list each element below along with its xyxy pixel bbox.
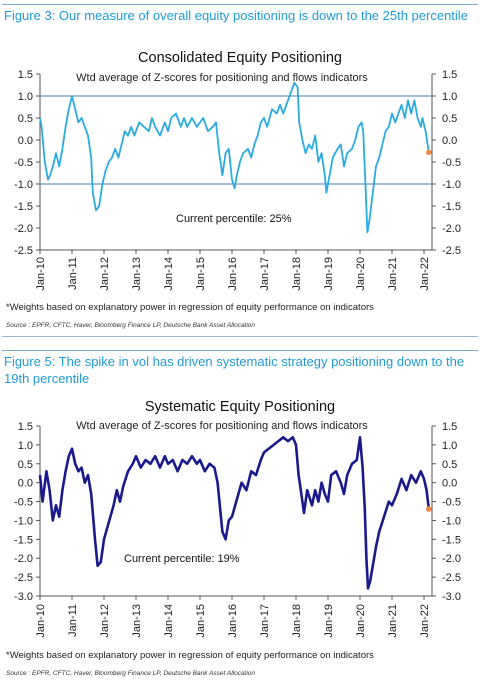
x-tick-label: Jan-16 [227,257,239,291]
top-rule [2,4,478,5]
x-tick-label: Jan-13 [131,257,143,291]
x-tick-label: Jan-21 [387,257,399,291]
y-tick-label-right: 1.5 [442,69,457,81]
y-tick-label-right: -1.5 [442,534,461,546]
y-tick-label-left: -2.0 [14,223,33,235]
percentile-annotation: Current percentile: 19% [124,553,240,565]
y-tick-label-right: -2.0 [442,223,461,235]
y-tick-label-right: 1.0 [442,440,457,452]
y-tick-label-left: -1.5 [14,201,33,213]
x-tick-label: Jan-22 [419,604,431,638]
y-tick-label-right: 0.5 [442,459,457,471]
y-tick-label-right: -2.5 [442,572,461,584]
systematic-positioning-chart: Systematic Equity Positioning Wtd average… [14,399,461,638]
y-tick-label-left: -0.5 [14,497,33,509]
x-tick-label: Jan-16 [227,604,239,638]
x-tick-label: Jan-18 [291,257,303,291]
y-tick-label-left: 1.0 [18,440,33,452]
figure-caption: Figure 5: The spike in vol has driven sy… [4,354,465,386]
x-tick-label: Jan-12 [99,604,111,638]
top-rule [2,350,478,351]
latest-point-marker [426,506,432,512]
y-tick-label-right: 1.0 [442,91,457,103]
y-tick-label-left: 0.0 [18,135,33,147]
percentile-annotation: Current percentile: 25% [176,213,292,225]
y-tick-label-left: 1.0 [18,91,33,103]
figure-5: Figure 5: The spike in vol has driven sy… [0,346,480,690]
y-tick-label-left: -2.5 [14,245,33,257]
x-tick-label: Jan-11 [67,257,79,290]
y-tick-label-right: 0.0 [442,478,457,490]
figure-caption: Figure 3: Our measure of overall equity … [4,8,468,23]
y-tick-label-right: -1.0 [442,515,461,527]
chart-subtitle: Wtd average of Z-scores for positioning … [76,72,368,84]
y-tick-label-left: -2.0 [14,553,33,565]
y-tick-label-left: -2.5 [14,572,33,584]
x-tick-label: Jan-17 [259,257,271,291]
series-line [39,81,430,234]
x-tick-label: Jan-17 [259,604,271,638]
y-tick-label-right: 0.0 [442,135,457,147]
x-tick-label: Jan-10 [35,604,47,638]
y-tick-label-right: -1.0 [442,179,461,191]
x-tick-label: Jan-13 [131,604,143,638]
x-tick-label: Jan-10 [35,257,47,291]
y-tick-label-left: 0.5 [18,459,33,471]
x-tick-label: Jan-21 [387,604,399,638]
x-tick-label: Jan-18 [291,604,303,638]
x-tick-label: Jan-20 [355,257,367,291]
x-tick-label: Jan-14 [163,257,175,291]
y-tick-label-right: -2.0 [442,553,461,565]
y-tick-label-left: -1.0 [14,515,33,527]
y-tick-label-right: -1.5 [442,201,461,213]
y-tick-label-left: -0.5 [14,157,33,169]
y-tick-label-right: 1.5 [442,421,457,433]
y-tick-label-right: -0.5 [442,497,461,509]
x-tick-label: Jan-12 [99,257,111,291]
y-tick-label-left: 1.5 [18,421,33,433]
footnote: *Weights based on explanatory power in r… [6,650,374,661]
figure-3: Figure 3: Our measure of overall equity … [0,0,480,342]
source-line: Source : EPFR, CFTC, Haver, Bloomberg Fi… [6,322,256,329]
x-tick-label: Jan-11 [67,604,79,637]
y-tick-label-left: -1.0 [14,179,33,191]
y-tick-label-left: -1.5 [14,534,33,546]
chart-subtitle: Wtd average of Z-scores for positioning … [76,420,368,432]
y-tick-label-left: 0.5 [18,113,33,125]
x-tick-label: Jan-19 [323,604,335,638]
y-tick-label-left: -3.0 [14,591,33,603]
y-tick-label-right: -0.5 [442,157,461,169]
chart-title: Consolidated Equity Positioning [138,50,342,66]
consolidated-positioning-chart: Consolidated Equity Positioning Wtd avera… [14,50,461,291]
x-tick-label: Jan-20 [355,604,367,638]
y-tick-label-right: 0.5 [442,113,457,125]
footnote: *Weights based on explanatory power in r… [6,302,374,313]
x-tick-label: Jan-14 [163,604,175,638]
x-tick-label: Jan-19 [323,257,335,291]
x-tick-label: Jan-15 [195,604,207,638]
latest-point-marker [426,149,432,156]
divider [2,336,478,337]
y-tick-label-left: 1.5 [18,69,33,81]
x-tick-label: Jan-22 [419,257,431,291]
source-line: Source : EPFR, CFTC, Haver, Bloomberg Fi… [6,670,256,677]
chart-title: Systematic Equity Positioning [145,399,335,415]
series-line [38,436,431,590]
y-tick-label-left: 0.0 [18,478,33,490]
x-tick-label: Jan-15 [195,257,207,291]
y-tick-label-right: -2.5 [442,245,461,257]
y-tick-label-right: -3.0 [442,591,461,603]
